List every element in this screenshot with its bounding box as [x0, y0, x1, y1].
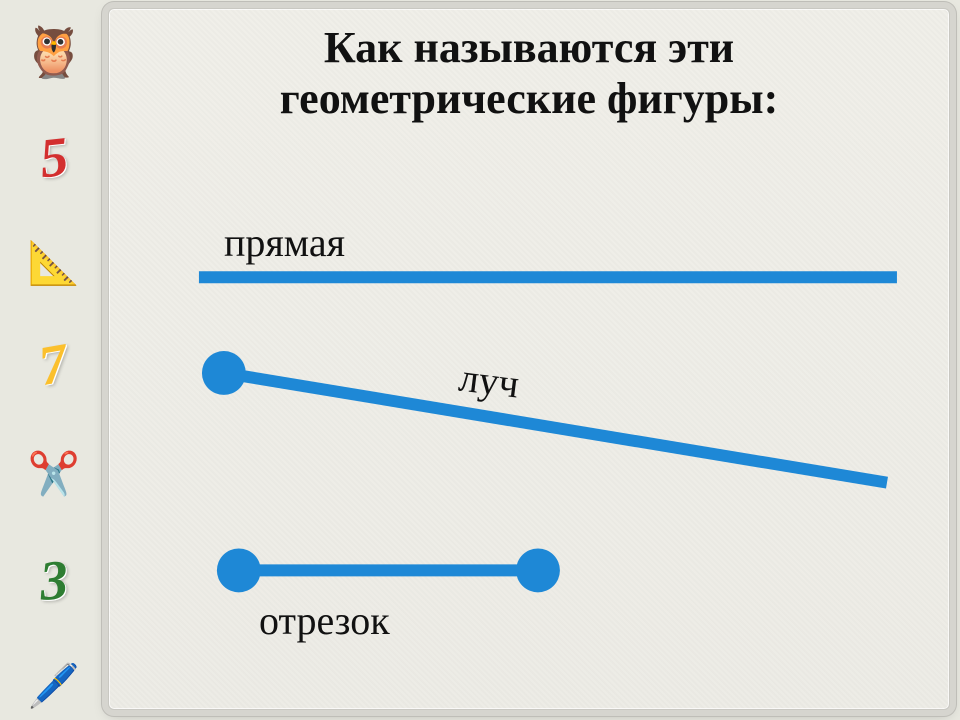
- owl-mascot: 🦉: [14, 18, 94, 86]
- pencils-icon: 🖊️: [14, 652, 94, 720]
- compass-icon: ✂️: [14, 441, 94, 509]
- ruler-icon: 📐: [14, 229, 94, 297]
- number-7: 7: [8, 325, 99, 406]
- label-line: прямая: [224, 219, 345, 266]
- number-5: 5: [11, 120, 98, 196]
- number-3: 3: [12, 544, 97, 617]
- sidebar: 🦉 5 📐 7 ✂️ 3 🖊️: [0, 0, 108, 720]
- label-ray: луч: [456, 354, 521, 408]
- ray-endpoint-start: [202, 351, 246, 395]
- ray-line: [224, 373, 887, 483]
- segment-endpoint-start: [217, 548, 261, 592]
- content-frame: Как называются эти геометрические фигуры…: [108, 8, 950, 710]
- slide: 🦉 5 📐 7 ✂️ 3 🖊️ Как называются эти геометричес…: [0, 0, 960, 720]
- segment-endpoint-end: [516, 548, 560, 592]
- label-segment: отрезок: [259, 597, 390, 644]
- figures-canvas: [109, 9, 949, 709]
